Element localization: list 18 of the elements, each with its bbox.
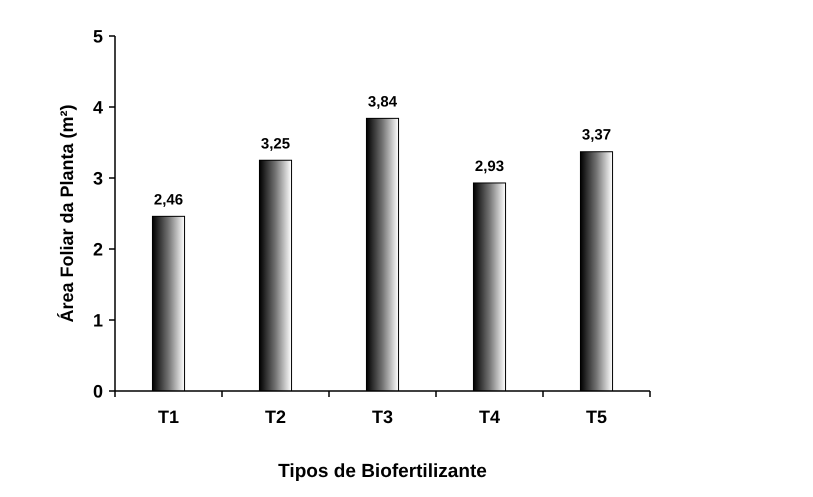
data-label: 3,84	[368, 93, 398, 110]
x-tick-label: T5	[586, 407, 608, 427]
x-tick-label: T3	[372, 407, 394, 427]
x-axis-title: Tipos de Biofertilizante	[278, 461, 487, 482]
y-tick-label: 0	[92, 381, 103, 402]
y-tick-label: 2	[92, 239, 103, 260]
data-label: 2,93	[474, 158, 504, 175]
x-tick-label: T4	[478, 407, 500, 427]
y-tick-label: 4	[92, 97, 103, 118]
y-axis-title: Área Foliar da Planta (m²)	[57, 104, 77, 323]
x-tick-label: T1	[158, 407, 180, 427]
data-label: 3,25	[260, 135, 290, 152]
x-tick-label: T2	[264, 407, 286, 427]
data-label: 3,37	[582, 126, 612, 144]
y-tick-label: 5	[92, 26, 103, 46]
y-tick-label: 3	[92, 168, 103, 188]
y-tick-label: 1	[92, 310, 103, 330]
data-label: 2,46	[154, 191, 184, 208]
